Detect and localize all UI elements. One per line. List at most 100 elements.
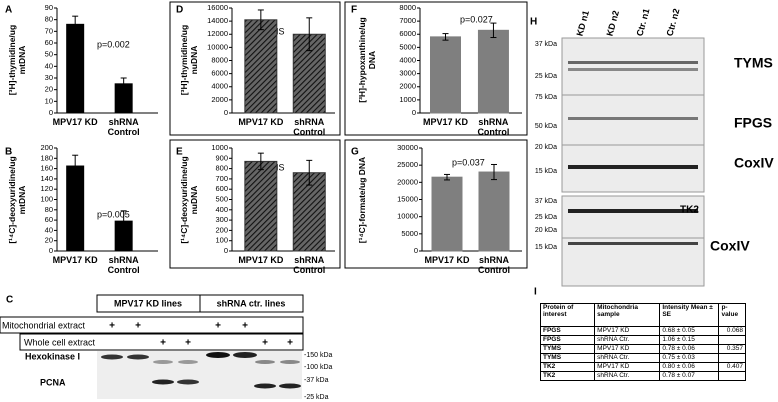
y-tick-label: 3000 <box>399 69 416 78</box>
empty-cell <box>718 353 746 363</box>
marker-label: 20 kDa <box>535 144 557 151</box>
y-tick-label: 1000 <box>399 95 416 104</box>
panel-letter: F <box>351 5 357 16</box>
cell: shRNA Ctr. <box>594 371 661 381</box>
cell: 0.68 ± 0.05 <box>659 326 720 336</box>
bar <box>292 172 326 252</box>
y-tick-label: 60 <box>45 215 53 224</box>
y-tick-label: 30 <box>45 73 53 82</box>
bar <box>66 23 85 114</box>
y-tick-label: 15000 <box>397 194 418 203</box>
panel-frame <box>169 1 341 136</box>
protein-label: Hexokinase I <box>25 351 80 361</box>
annotation: NS <box>272 162 285 172</box>
y-tick-label: 400 <box>215 205 228 214</box>
plus: + <box>262 338 268 349</box>
y-tick-label: 40 <box>45 61 53 70</box>
cell: 0.068 <box>718 326 746 336</box>
x-tick-label: MPV17 KD <box>238 255 284 265</box>
lane-label: Ctr. n2 <box>665 7 682 37</box>
y-tick-label: 2000 <box>211 95 228 104</box>
y-tick-label: 80 <box>45 15 53 24</box>
x-tick-label: shRNA Control <box>477 117 510 137</box>
header-cell: Intensity Mean ± SE <box>659 303 720 327</box>
y-tick-label: 140 <box>40 174 53 183</box>
y-tick-label: 25000 <box>397 160 418 169</box>
y-axis-label: [³H]-thymidine/ug nuDNA <box>179 24 199 96</box>
x-tick-label: shRNA Control <box>478 255 510 275</box>
cell: 1.06 ± 0.15 <box>659 335 720 345</box>
marker-label: -37 kDa <box>304 377 329 384</box>
annotation: p=0.002 <box>97 39 130 49</box>
protein-label: CoxIV <box>710 238 750 254</box>
lane-label: KD n1 <box>575 9 591 37</box>
y-tick-label: 100 <box>40 194 53 203</box>
protein-label: FPGS <box>734 115 772 131</box>
y-tick-label: 0 <box>224 246 228 255</box>
y-tick-label: 0 <box>49 246 53 255</box>
y-tick-label: 600 <box>215 184 228 193</box>
cell: FPGS <box>539 335 596 345</box>
cell: 0.357 <box>718 344 746 354</box>
y-tick-label: 900 <box>215 153 228 162</box>
marker-label: 50 kDa <box>535 123 557 130</box>
y-tick-label: 5000 <box>399 42 416 51</box>
cell: TYMS <box>539 344 596 354</box>
cell: 0.80 ± 0.06 <box>659 362 720 372</box>
header-cell: p-value <box>718 303 746 327</box>
table-i: Protein of interest Mitochondria sample In… <box>539 303 746 381</box>
marker-label: 15 kDa <box>535 168 557 175</box>
y-tick-label: 4000 <box>399 55 416 64</box>
y-tick-label: 180 <box>40 153 53 162</box>
group-label: shRNA ctr. lines <box>217 298 286 308</box>
marker-label: -100 kDa <box>304 364 333 371</box>
y-tick-label: 160 <box>40 164 53 173</box>
y-tick-label: 30000 <box>397 143 418 152</box>
y-tick-label: 10 <box>45 96 53 105</box>
plus: + <box>215 321 221 332</box>
panel-letter: H <box>530 17 537 28</box>
y-tick-label: 50 <box>45 50 53 59</box>
cell: 0.407 <box>718 362 746 372</box>
y-axis-label: [¹⁴C]-deoxyuridine/ug nuDNA <box>179 156 199 244</box>
y-tick-label: 8000 <box>399 3 416 12</box>
y-tick-label: 70 <box>45 26 53 35</box>
x-tick-label: MPV17 KD <box>52 255 98 265</box>
y-tick-label: 100 <box>215 236 228 245</box>
table-row: TK2 MPV17 KD 0.80 ± 0.06 0.407 <box>539 362 746 372</box>
marker-label: 20 kDa <box>535 227 557 234</box>
bar <box>244 19 278 114</box>
y-tick-label: 10000 <box>397 212 418 221</box>
panel-letter: C <box>6 295 13 306</box>
y-tick-label: 10000 <box>207 42 228 51</box>
cell: shRNA Ctr. <box>594 335 661 345</box>
annotation: p=0.005 <box>97 209 130 219</box>
marker-label: 25 kDa <box>535 214 557 221</box>
protein-label: CoxIV <box>734 155 774 171</box>
y-tick-label: 500 <box>215 194 228 203</box>
cell: MPV17 KD <box>594 326 661 336</box>
y-tick-label: 0 <box>412 108 416 117</box>
cell: FPGS <box>539 326 596 336</box>
y-tick-label: 200 <box>40 143 53 152</box>
y-tick-label: 6000 <box>211 69 228 78</box>
marker-label: -150 kDa <box>304 352 333 359</box>
cell: 0.78 ± 0.06 <box>659 344 720 354</box>
y-tick-label: 0 <box>49 108 53 117</box>
marker-label: 15 kDa <box>535 244 557 251</box>
plus: + <box>185 338 191 349</box>
panel-letter: D <box>176 5 183 16</box>
plus: + <box>287 338 293 349</box>
bar <box>431 176 463 252</box>
bar <box>477 29 509 114</box>
plus: + <box>160 338 166 349</box>
x-tick-label: MPV17 KD <box>238 117 284 127</box>
marker-label: 25 kDa <box>535 73 557 80</box>
x-tick-label: MPV17 KD <box>422 117 468 127</box>
y-tick-label: 20 <box>45 236 53 245</box>
y-tick-label: 14000 <box>207 16 228 25</box>
y-tick-label: 16000 <box>207 3 228 12</box>
cell: 0.75 ± 0.03 <box>659 353 720 363</box>
protein-label: PCNA <box>40 377 66 387</box>
